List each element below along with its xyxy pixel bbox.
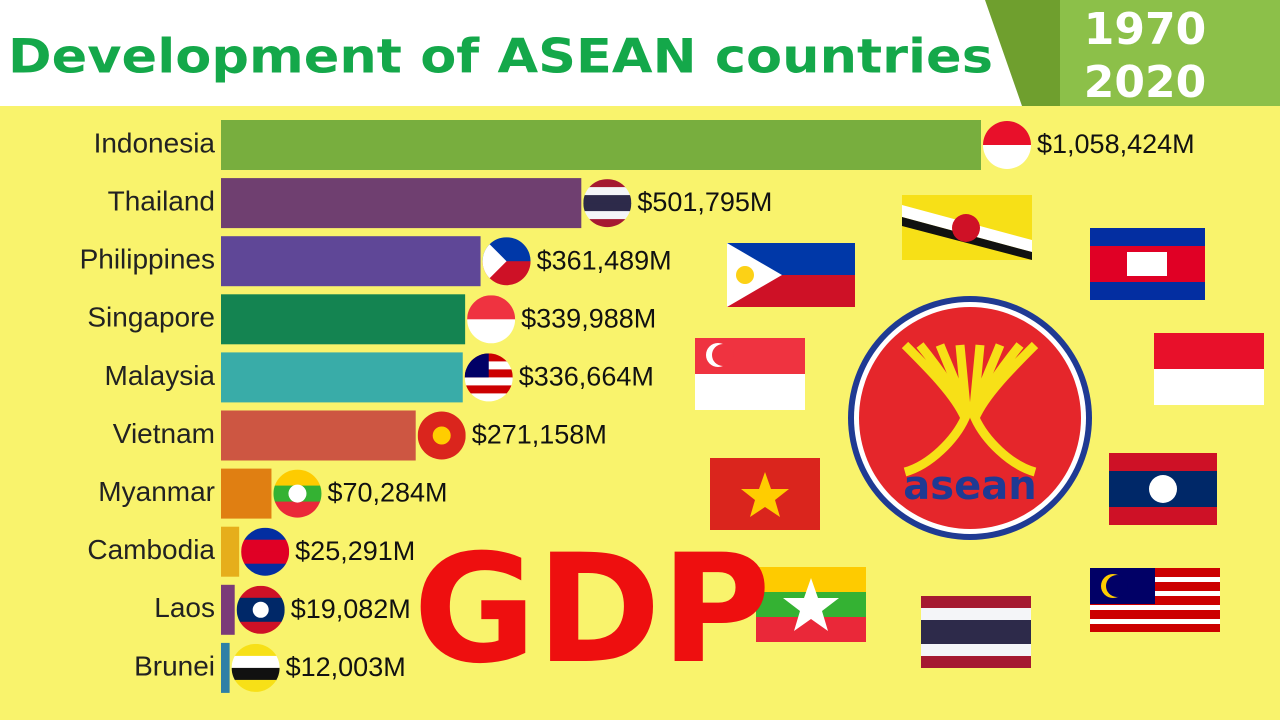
flag-part (482, 237, 507, 286)
chart-title: Development of ASEAN countries (8, 30, 993, 85)
flag-part (252, 601, 269, 618)
category-label: Brunei (134, 650, 215, 681)
bar (221, 584, 235, 635)
flag-laos (1109, 453, 1217, 525)
flag-philippines (727, 243, 855, 307)
category-label: Malaysia (105, 360, 216, 391)
flag-stripe (273, 469, 322, 487)
year-label: 1970 (1084, 4, 1206, 55)
flag-vietnam (710, 458, 820, 530)
flag-stripe (583, 203, 632, 212)
flag-stripe (241, 551, 290, 565)
value-label: $1,058,424M (1037, 129, 1195, 159)
flag-singapore (695, 338, 805, 410)
category-label: Vietnam (113, 418, 215, 449)
annotation: GDP (413, 523, 771, 697)
bar (221, 236, 481, 287)
bar (221, 178, 582, 229)
flag-myanmar (756, 567, 866, 642)
bar (221, 526, 240, 577)
flag-brunei (902, 195, 1032, 260)
flag-stripe (464, 393, 513, 402)
flag-stripe (231, 655, 280, 669)
bar (221, 294, 466, 345)
category-label: Laos (154, 592, 215, 623)
value-label: $271,158M (472, 420, 607, 450)
round-flag (417, 411, 466, 460)
value-label: $12,003M (286, 652, 406, 682)
category-label: Thailand (108, 185, 215, 216)
category-label: Myanmar (98, 476, 215, 507)
round-flag (273, 469, 322, 518)
flag-stripe (231, 667, 280, 681)
year-label: 2020 (1084, 57, 1206, 108)
logo-text: asean (903, 463, 1036, 509)
bar (221, 642, 230, 693)
value-label: $70,284M (327, 478, 447, 508)
flag-stripe (583, 187, 632, 196)
value-label: $339,988M (521, 303, 656, 333)
header-accent (1060, 0, 1280, 106)
value-label: $336,664M (519, 362, 654, 392)
round-flag (464, 353, 513, 402)
flag-indonesia (1154, 333, 1264, 405)
category-label: Cambodia (87, 534, 215, 565)
flag-stripe (583, 179, 632, 188)
bar (221, 120, 981, 170)
value-label: $19,082M (291, 594, 411, 624)
flag-stripe (273, 501, 322, 518)
value-label: $361,489M (537, 245, 672, 275)
flag-cambodia (1090, 228, 1205, 300)
flag-stripe (583, 211, 632, 220)
bar (221, 352, 463, 403)
bar (221, 468, 272, 519)
asean-logo: asean (848, 296, 1092, 540)
flag-part (288, 484, 307, 503)
flag-stripe (241, 539, 290, 553)
flag-thailand (921, 596, 1031, 668)
value-label: $25,291M (295, 536, 415, 566)
category-label: Indonesia (94, 127, 216, 158)
flag-stripe (583, 219, 632, 228)
flag-stripe (464, 377, 513, 386)
flag-stripe (464, 385, 513, 394)
category-label: Singapore (87, 302, 215, 333)
round-flag (583, 179, 632, 228)
flag-stripe (583, 195, 632, 204)
bar (221, 410, 416, 461)
category-label: Philippines (80, 244, 215, 275)
flag-part (432, 426, 451, 445)
value-label: $501,795M (637, 187, 772, 217)
flag-malaysia (1090, 568, 1220, 632)
